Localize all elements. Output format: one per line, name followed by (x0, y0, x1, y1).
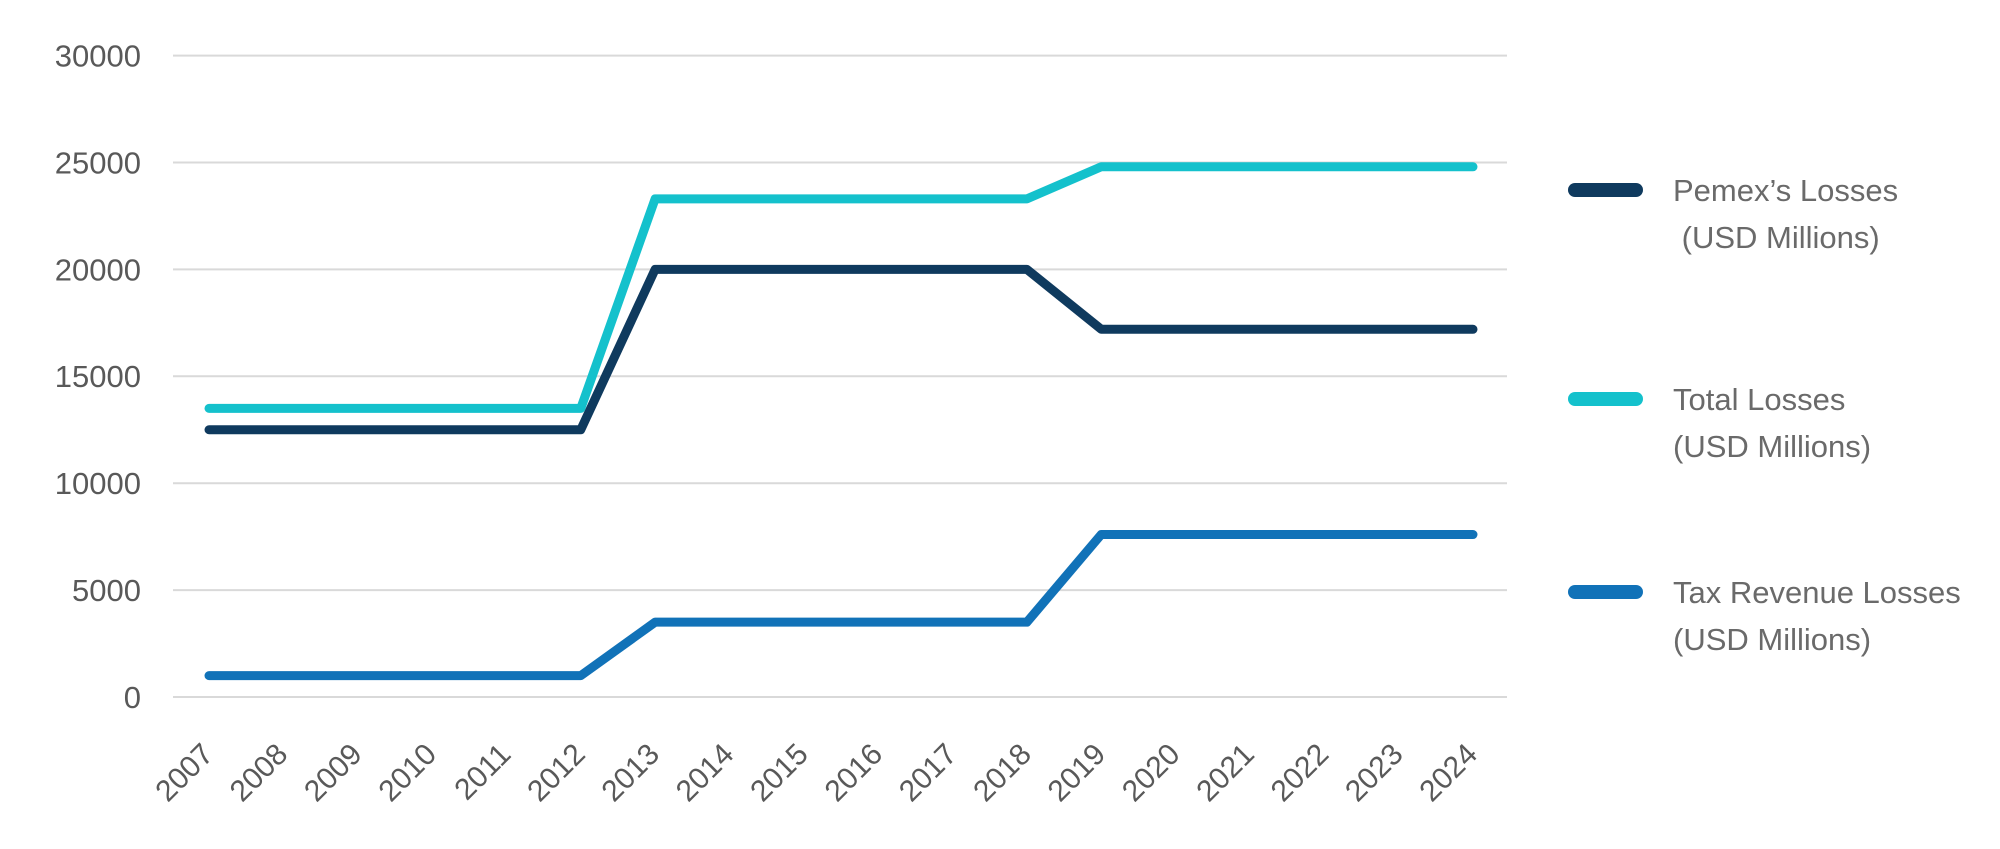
x-axis-tick-label: 2018 (967, 738, 1038, 809)
x-axis-tick-label: 2009 (298, 738, 369, 809)
x-axis-tick-label: 2011 (448, 738, 517, 807)
legend-swatch-total-losses-icon (1568, 392, 1643, 406)
legend-item-total-losses: Total Losses (USD Millions) (1568, 376, 1871, 470)
series-line-1 (204, 162, 1478, 413)
legend-swatch-tax-revenue-losses-icon (1568, 585, 1643, 599)
legend-swatch-pemexs-losses-icon (1568, 183, 1643, 197)
x-axis-tick-label: 2008 (224, 738, 295, 809)
y-axis-tick-label: 15000 (55, 359, 141, 394)
legend-label-pemexs-losses: Pemex’s Losses (USD Millions) (1673, 173, 1899, 255)
x-axis-tick-label: 2022 (1265, 738, 1336, 809)
y-axis-tick-label: 0 (124, 680, 141, 715)
legend-item-tax-revenue-losses: Tax Revenue Losses (USD Millions) (1568, 569, 1961, 663)
x-axis-tick-label: 2020 (1116, 738, 1187, 809)
x-axis-tick-label: 2010 (372, 738, 443, 809)
x-axis-tick-label: 2016 (819, 738, 890, 809)
y-axis-tick-label: 5000 (72, 573, 141, 608)
y-axis-tick-label: 20000 (55, 252, 141, 287)
legend-item-pemexs-losses: Pemex’s Losses (USD Millions) (1568, 167, 1898, 261)
legend: Pemex’s Losses (USD Millions) Total Loss… (1568, 0, 1998, 849)
x-axis-tick-label: 2007 (149, 738, 220, 809)
x-axis-tick-label: 2019 (1042, 738, 1113, 809)
y-axis-tick-label: 10000 (55, 466, 141, 501)
y-axis-tick-label: 30000 (55, 38, 141, 73)
x-axis-tick-label: 2012 (521, 738, 592, 809)
series-line-2 (204, 530, 1478, 681)
x-axis-tick-label: 2014 (670, 738, 741, 809)
x-axis-tick-label: 2023 (1339, 738, 1410, 809)
y-axis-tick-label: 25000 (55, 145, 141, 180)
x-axis-tick-label: 2024 (1413, 738, 1484, 809)
x-axis-tick-label: 2021 (1190, 738, 1261, 809)
legend-label-tax-revenue-losses: Tax Revenue Losses (USD Millions) (1673, 575, 1961, 657)
legend-label-total-losses: Total Losses (USD Millions) (1673, 382, 1872, 464)
x-axis-tick-label: 2017 (893, 738, 964, 809)
x-axis-tick-label: 2013 (596, 738, 667, 809)
series-line-0 (204, 264, 1478, 435)
x-axis-tick-label: 2015 (744, 738, 815, 809)
